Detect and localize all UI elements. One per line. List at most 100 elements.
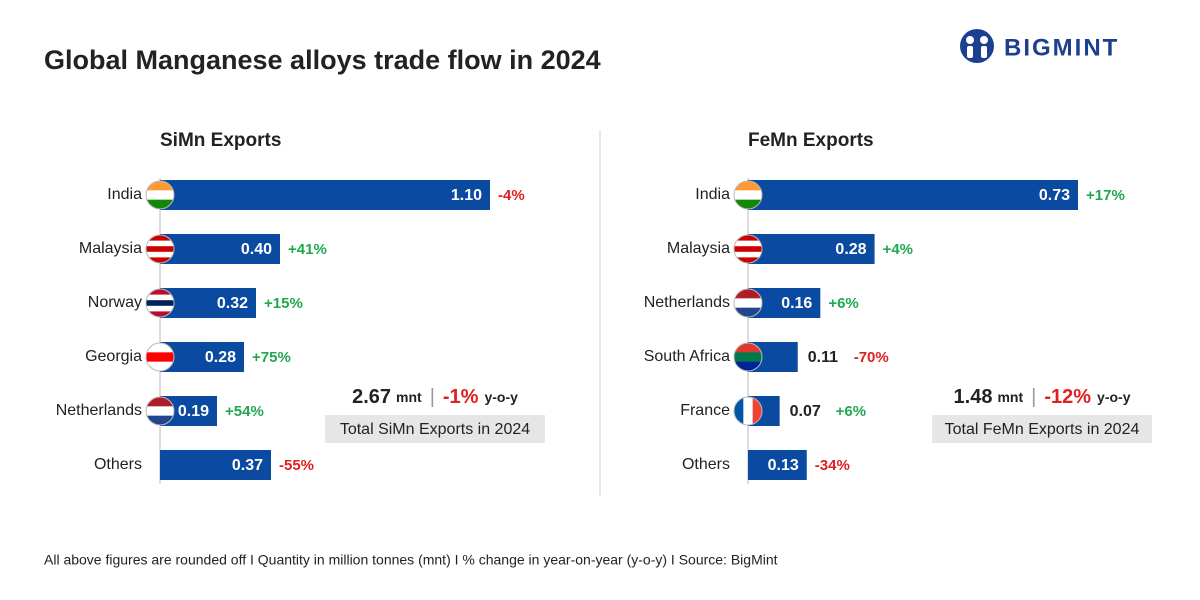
total-unit: mnt (997, 389, 1023, 405)
flag-stripe (146, 294, 174, 301)
value-label: 0.07 (790, 403, 821, 420)
value-label: 0.11 (808, 349, 838, 366)
total-change: -1% (443, 386, 479, 408)
change-label: +75% (252, 349, 291, 366)
flag-stripe (743, 397, 754, 425)
flag-ring (145, 396, 175, 426)
total-suffix: y-o-y (1097, 389, 1131, 405)
category-label: Others (682, 456, 730, 473)
total-line: 2.67 mnt | -1% y-o-y (352, 386, 518, 408)
total-caption: Total FeMn Exports in 2024 (945, 421, 1140, 438)
flag-stripe (752, 397, 762, 425)
caption-box (932, 415, 1152, 443)
total-change: -12% (1044, 386, 1091, 408)
change-label: -34% (815, 457, 850, 474)
value-label: 0.28 (205, 349, 236, 366)
flag-stripe (146, 397, 174, 407)
flag-ring (145, 342, 175, 372)
flag-stripe (146, 300, 174, 307)
bar (748, 180, 1078, 210)
flag (734, 181, 762, 209)
flag (734, 289, 762, 317)
flag-stripe (734, 361, 762, 371)
category-label: Malaysia (667, 240, 730, 257)
change-label: -70% (854, 349, 889, 366)
change-label: +41% (288, 241, 327, 258)
flag-stripe (734, 240, 762, 247)
flag (146, 343, 174, 371)
flag-stripe (146, 251, 174, 258)
total-value: 2.67 (352, 386, 391, 408)
caption-box (325, 415, 545, 443)
value-label: 0.28 (835, 241, 866, 258)
flag-stripe (146, 415, 174, 425)
flag-stripe (734, 199, 762, 209)
flag (734, 343, 762, 371)
category-label: France (680, 402, 730, 419)
flag-stripe (146, 190, 174, 201)
value-label: 0.32 (217, 295, 248, 312)
flag-ring (733, 288, 763, 318)
flag-stripe (734, 246, 762, 253)
total-caption: Total SiMn Exports in 2024 (340, 421, 530, 438)
flag-stripe (734, 257, 762, 263)
category-label: Netherlands (56, 402, 142, 419)
bar (160, 234, 280, 264)
flag-ring (145, 234, 175, 264)
category-label: Netherlands (644, 294, 730, 311)
flag-stripe (734, 307, 762, 317)
change-label: -4% (498, 187, 525, 204)
flag-stripe (734, 298, 762, 309)
total-suffix: y-o-y (484, 389, 518, 405)
bar (160, 288, 256, 318)
flag-stripe (146, 199, 174, 209)
change-label: +6% (828, 295, 858, 312)
total-value: 1.48 (954, 386, 993, 408)
change-label: -55% (279, 457, 314, 474)
flag-ring (733, 180, 763, 210)
change-label: +54% (225, 403, 264, 420)
flag-stripe (146, 311, 174, 317)
flag-ring (145, 180, 175, 210)
flag-stripe (734, 352, 762, 363)
category-label: Others (94, 456, 142, 473)
total-line: 1.48 mnt | -12% y-o-y (954, 386, 1131, 408)
change-label: +15% (264, 295, 303, 312)
flag-stripe (734, 251, 762, 258)
flag-stripe (146, 235, 174, 242)
separator: | (430, 386, 435, 408)
flag-stripe (146, 361, 174, 371)
flag-stripe (734, 289, 762, 299)
flag (146, 289, 174, 317)
flag-stripe (146, 406, 174, 417)
footnote: All above figures are rounded off I Quan… (44, 552, 778, 568)
flag-stripe (734, 190, 762, 201)
flag-ring (145, 288, 175, 318)
change-label: +17% (1086, 187, 1125, 204)
flag-stripe (146, 240, 174, 247)
value-label: 0.19 (178, 403, 209, 420)
total-unit: mnt (396, 389, 422, 405)
value-label: 0.73 (1039, 187, 1070, 204)
category-label: India (695, 186, 730, 203)
flag (146, 397, 174, 425)
flag-stripe (146, 343, 174, 353)
change-label: +6% (836, 403, 866, 420)
brand: BIGMINT (1004, 34, 1119, 61)
flag-stripe (734, 235, 762, 242)
value-label: 1.10 (451, 187, 482, 204)
category-label: Malaysia (79, 240, 142, 257)
flag (146, 235, 174, 263)
flag-stripe (146, 352, 174, 363)
bar (160, 180, 490, 210)
flag-stripe (734, 397, 744, 425)
category-label: South Africa (644, 348, 730, 365)
flag-stripe (146, 289, 174, 296)
flag (734, 397, 762, 425)
logo: BIGMINT (960, 29, 1119, 63)
flag-ring (733, 234, 763, 264)
bar (748, 450, 807, 480)
chart-title: FeMn Exports (748, 130, 874, 151)
bar (160, 450, 271, 480)
